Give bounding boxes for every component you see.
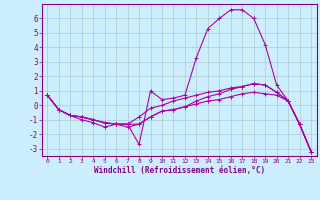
X-axis label: Windchill (Refroidissement éolien,°C): Windchill (Refroidissement éolien,°C) bbox=[94, 166, 265, 175]
